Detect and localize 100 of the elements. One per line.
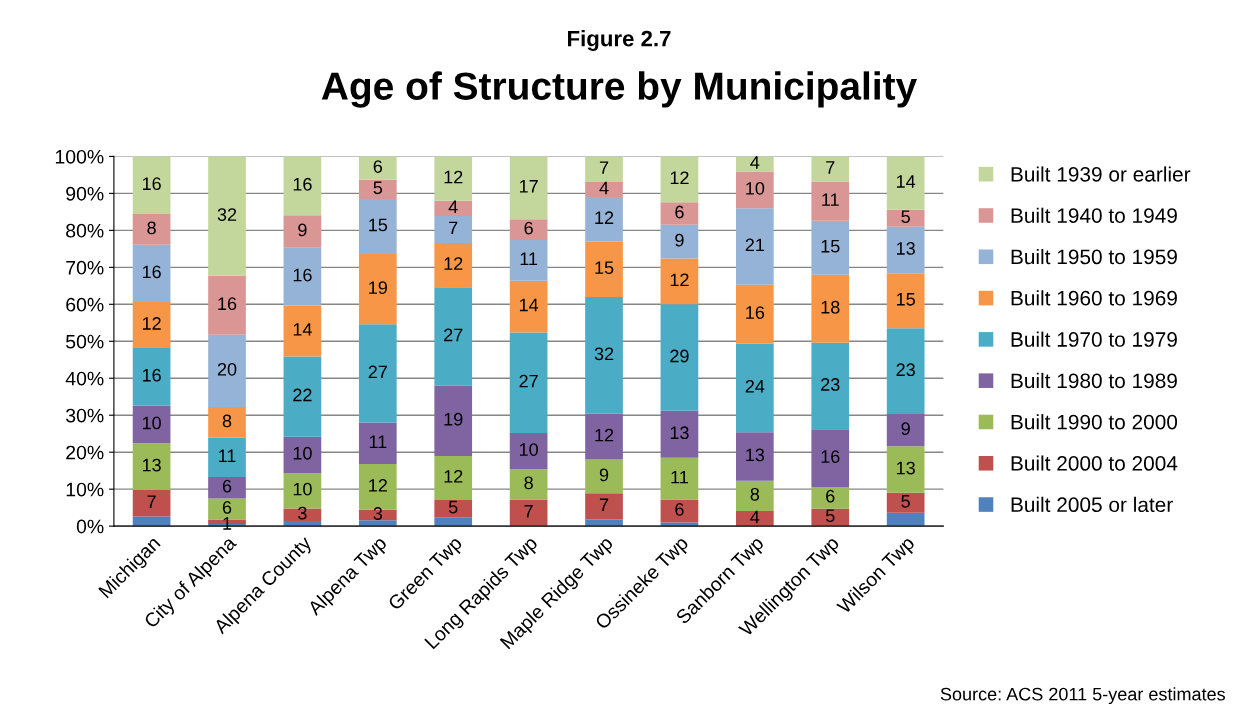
data-label: 16 [293, 177, 312, 191]
legend-label: Built 2000 to 2004 [1011, 455, 1178, 471]
data-label: 4 [448, 200, 458, 214]
data-label: 13 [746, 448, 765, 462]
source-note: Source: ACS 2011 5-year estimates [940, 687, 1225, 705]
data-label: 9 [298, 223, 307, 237]
data-label: 15 [369, 218, 388, 232]
data-label: 9 [901, 422, 910, 436]
y-tick-label: 0% [76, 519, 104, 534]
legend-label: Built 1990 to 2000 [1011, 414, 1178, 430]
data-label: 15 [821, 239, 840, 253]
data-label: 12 [595, 428, 614, 442]
data-label: 27 [368, 365, 387, 379]
data-label: 11 [671, 470, 688, 484]
data-label: 10 [293, 482, 312, 496]
data-label: 6 [222, 479, 232, 493]
data-label: 6 [675, 205, 684, 219]
legend-label: Built 1940 to 1949 [1011, 207, 1177, 223]
chart-title: Age of Structure by Municipality [321, 71, 917, 108]
data-label: 14 [519, 298, 539, 312]
data-label: 10 [519, 443, 538, 456]
y-tick-label: 80% [66, 223, 104, 238]
y-tick-label: 20% [66, 445, 104, 460]
legend-label: Built 1980 to 1989 [1011, 372, 1177, 389]
legend-label: Built 2005 or later [1011, 496, 1173, 513]
data-label: 20 [217, 362, 237, 376]
data-label: 1 [223, 517, 232, 530]
data-label: 16 [821, 450, 840, 463]
data-label: 10 [142, 416, 161, 430]
data-label: 19 [444, 412, 463, 426]
data-label: 11 [219, 449, 236, 463]
data-label: 7 [147, 495, 156, 508]
y-tick-label: 60% [66, 297, 104, 312]
data-label: 6 [826, 489, 835, 503]
data-label: 27 [444, 328, 463, 342]
data-label: 9 [599, 468, 609, 482]
data-label: 16 [142, 368, 161, 382]
data-label: 6 [373, 160, 383, 173]
y-tick-label: 30% [66, 408, 104, 423]
data-label: 21 [745, 238, 764, 252]
data-label: 16 [293, 268, 312, 282]
data-label: 5 [901, 495, 910, 508]
data-label: 27 [519, 374, 538, 388]
data-label: 16 [142, 265, 161, 279]
data-label: 11 [520, 252, 538, 265]
data-label: 14 [896, 175, 916, 188]
data-label: 7 [599, 498, 609, 512]
data-label: 10 [746, 181, 765, 195]
data-label: 5 [373, 181, 383, 195]
data-label: 13 [142, 458, 161, 472]
y-tick-label: 50% [66, 334, 104, 349]
legend-label: Built 1960 to 1969 [1011, 290, 1177, 306]
data-label: 11 [369, 435, 387, 448]
data-label: 15 [595, 261, 614, 275]
data-label: 3 [298, 506, 307, 520]
data-label: 7 [524, 505, 533, 518]
data-label: 6 [222, 501, 232, 514]
data-label: 9 [675, 233, 684, 247]
data-label: 7 [599, 161, 609, 174]
chart-subtitle: Figure 2.7 [568, 30, 671, 51]
legend-label: Built 1950 to 1959 [1011, 248, 1177, 265]
data-label: 13 [896, 242, 915, 255]
data-label: 16 [218, 297, 237, 311]
data-label: 12 [444, 257, 463, 270]
data-label: 12 [670, 171, 689, 185]
data-label: 12 [444, 170, 463, 184]
data-label: 18 [821, 300, 840, 314]
data-label: 10 [293, 446, 312, 460]
data-label: 4 [750, 510, 760, 524]
data-label: 22 [293, 388, 312, 402]
data-label: 5 [825, 509, 835, 523]
data-label: 16 [142, 177, 161, 191]
data-label: 15 [896, 293, 915, 306]
data-label: 17 [519, 180, 538, 193]
data-label: 8 [750, 487, 760, 501]
data-label: 12 [142, 317, 161, 330]
data-label: 8 [524, 476, 533, 490]
data-label: 8 [147, 221, 156, 235]
legend-label: Built 1970 to 1979 [1011, 331, 1177, 347]
y-tick-label: 90% [66, 186, 104, 201]
data-label: 7 [826, 161, 835, 174]
data-label: 13 [896, 461, 915, 475]
data-label: 5 [448, 500, 458, 514]
data-label: 6 [524, 221, 533, 235]
legend-label: Built 1939 or earlier [1011, 166, 1191, 182]
data-label: 32 [217, 208, 237, 221]
data-label: 7 [449, 221, 458, 235]
y-tick-label: 70% [66, 260, 104, 275]
data-label: 16 [746, 306, 765, 319]
y-tick-label: 100% [55, 149, 104, 164]
data-label: 12 [595, 211, 614, 224]
data-label: 12 [444, 469, 463, 483]
data-label: 4 [750, 156, 760, 169]
data-label: 5 [901, 210, 910, 224]
data-label: 6 [675, 503, 684, 516]
data-label: 13 [670, 426, 689, 440]
data-label: 3 [373, 507, 383, 520]
y-tick-label: 40% [65, 371, 104, 386]
data-label: 19 [369, 281, 387, 294]
data-label: 8 [222, 414, 232, 428]
